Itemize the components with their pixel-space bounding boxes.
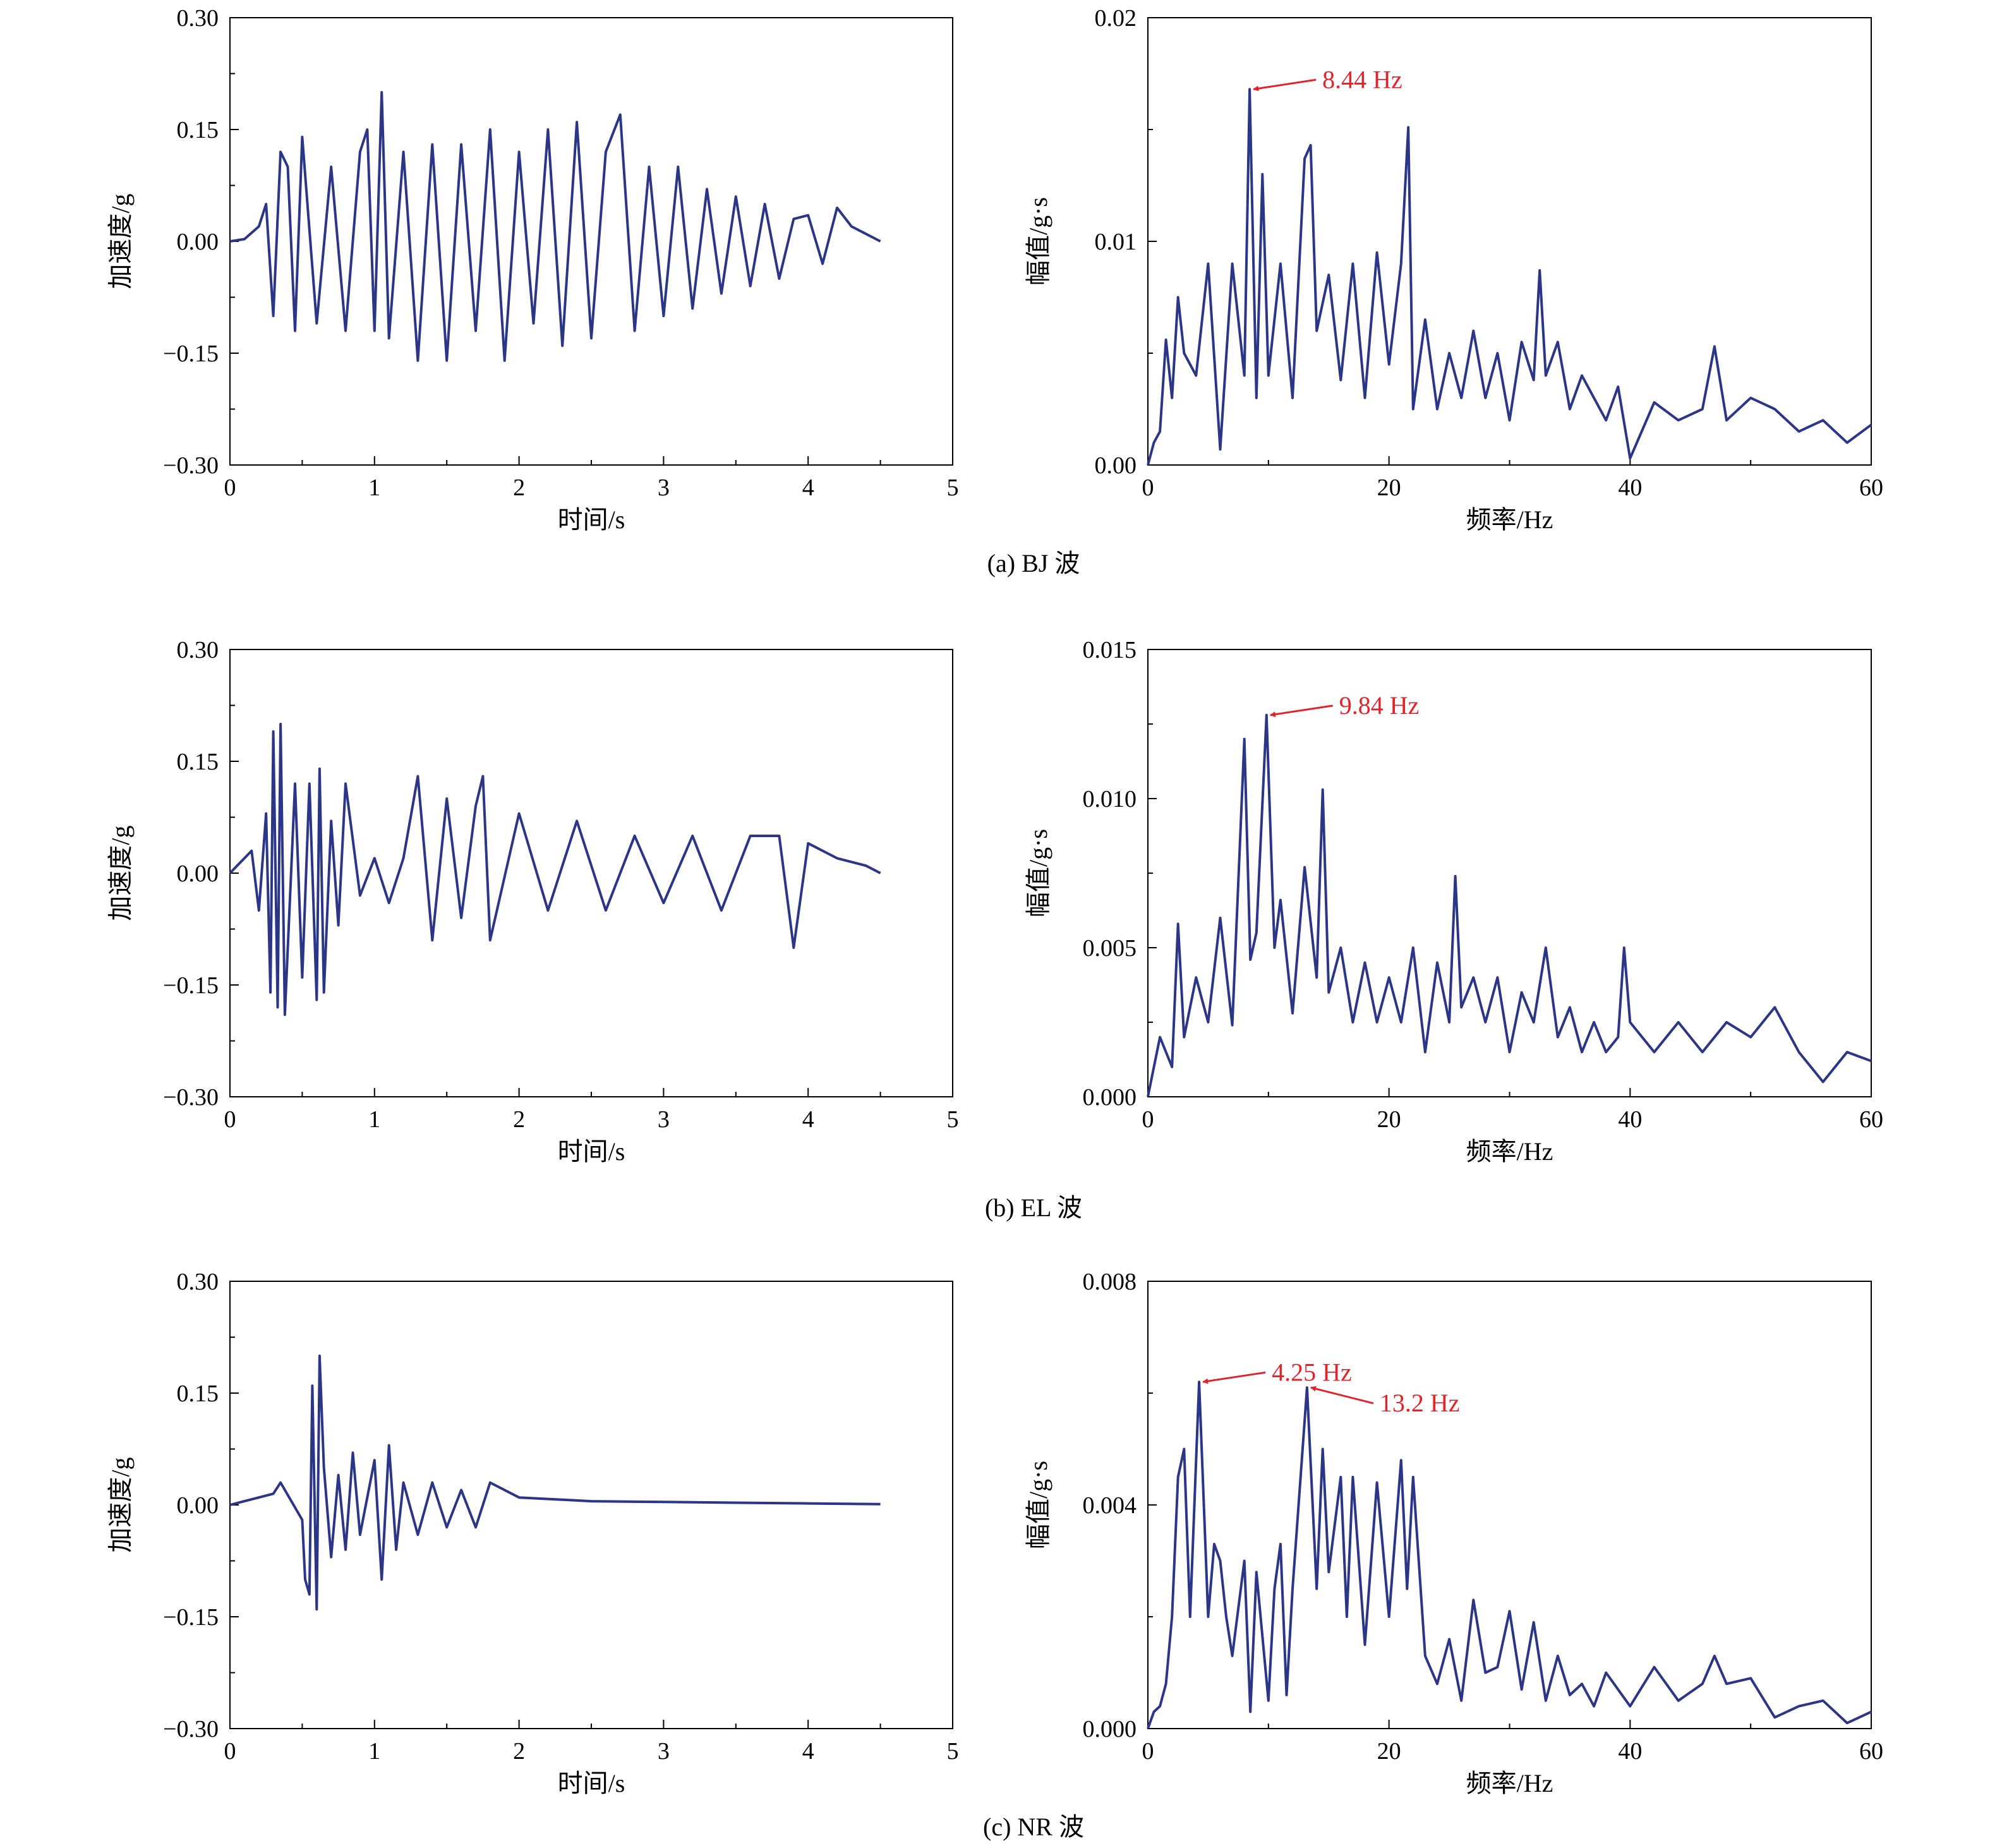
- x-tick-label: 20: [1377, 474, 1401, 501]
- y-tick-label: −0.30: [163, 1084, 219, 1111]
- y-tick-label: 0.00: [177, 861, 219, 887]
- y-axis-label: 幅值/g·s: [1024, 829, 1052, 917]
- x-tick-label: 4: [802, 474, 814, 501]
- x-tick-label: 60: [1859, 474, 1883, 501]
- y-tick-label: 0.01: [1095, 229, 1137, 255]
- plot-frame: [1147, 1281, 1872, 1729]
- y-tick-label: 0.010: [1083, 786, 1137, 812]
- plot-frame: [229, 649, 953, 1097]
- x-tick-label: 3: [658, 1106, 670, 1133]
- x-tick-label: 0: [224, 1738, 236, 1765]
- y-tick-label: 0.02: [1095, 5, 1137, 32]
- y-tick-label: −0.15: [163, 341, 219, 367]
- x-tick-label: 3: [658, 1738, 670, 1765]
- y-tick-label: −0.15: [163, 1604, 219, 1631]
- y-tick-label: 0.15: [177, 117, 219, 143]
- y-tick-label: 0.00: [177, 229, 219, 255]
- freq-panel-1: 0 20 40 60 0.000 0.005 0.010 0.015 频率/Hz 幅值/g·s 9.…: [1024, 637, 1883, 1166]
- annotation-label: 9.84 Hz: [1339, 691, 1420, 720]
- x-tick-label: 0: [1142, 1738, 1154, 1765]
- y-axis-label: 加速度/g: [106, 193, 135, 289]
- annotation-arrow: [1310, 1386, 1374, 1404]
- y-tick-label: −0.30: [163, 452, 219, 479]
- series-line: [229, 91, 881, 362]
- x-tick-label: 4: [802, 1738, 814, 1765]
- x-tick-label: 60: [1859, 1738, 1883, 1765]
- x-tick-label: 0: [224, 474, 236, 501]
- x-tick-label: 0: [1142, 474, 1154, 501]
- y-axis-label: 幅值/g·s: [1024, 197, 1052, 286]
- annotation-arrow: [1269, 704, 1334, 718]
- annotation-arrow: [1202, 1371, 1266, 1384]
- x-axis-label: 频率/Hz: [1466, 1769, 1553, 1797]
- x-tick-label: 5: [947, 1106, 959, 1133]
- y-tick-label: −0.30: [163, 1716, 219, 1742]
- x-tick-label: 60: [1859, 1106, 1883, 1133]
- y-tick-label: 0.008: [1083, 1269, 1137, 1295]
- series-line: [1147, 88, 1872, 466]
- y-tick-label: 0.004: [1083, 1492, 1137, 1519]
- series-line: [229, 1355, 881, 1611]
- series-line: [229, 723, 881, 1017]
- panel-caption: (b) EL 波: [985, 1193, 1082, 1222]
- x-axis-label: 时间/s: [558, 1137, 625, 1166]
- freq-panel-2: 0 20 40 60 0.000 0.004 0.008 频率/Hz 幅值/g·s 4.25 Hz…: [1024, 1269, 1883, 1797]
- x-tick-label: 1: [368, 474, 380, 501]
- x-tick-label: 5: [947, 474, 959, 501]
- x-tick-label: 0: [1142, 1106, 1154, 1133]
- time-panel-1: 0 1 2 3 4 5 −0.30 −0.15 0.00 0.15 0.30 时间/s 加速度/g: [106, 637, 959, 1166]
- annotation-label: 8.44 Hz: [1322, 65, 1402, 94]
- y-tick-label: 0.15: [177, 1380, 219, 1407]
- y-tick-label: 0.00: [1095, 452, 1137, 479]
- plot-frame: [1147, 649, 1872, 1097]
- annotation-label: 4.25 Hz: [1272, 1358, 1352, 1386]
- x-axis-label: 频率/Hz: [1466, 505, 1553, 534]
- y-tick-label: 0.005: [1083, 935, 1137, 962]
- x-tick-label: 2: [513, 1738, 525, 1765]
- series-line: [1147, 1380, 1872, 1729]
- y-tick-label: 0.00: [177, 1492, 219, 1519]
- x-tick-label: 40: [1618, 1106, 1642, 1133]
- x-tick-label: 40: [1618, 474, 1642, 501]
- y-axis-label: 幅值/g·s: [1024, 1461, 1052, 1549]
- x-tick-label: 5: [947, 1738, 959, 1765]
- y-tick-label: 0.30: [177, 637, 219, 663]
- y-axis-label: 加速度/g: [106, 825, 135, 921]
- x-tick-label: 4: [802, 1106, 814, 1133]
- x-tick-label: 1: [368, 1738, 380, 1765]
- y-tick-label: 0.30: [177, 5, 219, 32]
- y-tick-label: 0.000: [1083, 1716, 1137, 1742]
- x-tick-label: 20: [1377, 1738, 1401, 1765]
- x-tick-label: 40: [1618, 1738, 1642, 1765]
- x-tick-label: 2: [513, 1106, 525, 1133]
- panel-caption: (a) BJ 波: [987, 549, 1080, 577]
- x-tick-label: 0: [224, 1106, 236, 1133]
- x-tick-label: 20: [1377, 1106, 1401, 1133]
- annotation-arrow: [1253, 78, 1317, 92]
- x-axis-label: 频率/Hz: [1466, 1137, 1553, 1166]
- time-panel-0: 0 1 2 3 4 5 −0.30 −0.15 0.00 0.15 0.30 时间/s 加速度/g: [106, 5, 959, 534]
- x-tick-label: 2: [513, 474, 525, 501]
- x-tick-label: 1: [368, 1106, 380, 1133]
- y-tick-label: 0.015: [1083, 637, 1137, 663]
- y-tick-label: 0.30: [177, 1269, 219, 1295]
- annotation-label: 13.2 Hz: [1380, 1389, 1460, 1417]
- x-axis-label: 时间/s: [558, 505, 625, 534]
- series-line: [1147, 713, 1872, 1097]
- x-tick-label: 3: [658, 474, 670, 501]
- freq-panel-0: 0 20 40 60 0.00 0.01 0.02 频率/Hz 幅值/g·s 8.44 Hz: [1024, 5, 1883, 534]
- y-tick-label: 0.000: [1083, 1084, 1137, 1111]
- y-axis-label: 加速度/g: [106, 1457, 135, 1552]
- y-tick-label: −0.15: [163, 972, 219, 999]
- x-axis-label: 时间/s: [558, 1769, 625, 1797]
- panel-caption: (c) NR 波: [983, 1813, 1084, 1841]
- time-panel-2: 0 1 2 3 4 5 −0.30 −0.15 0.00 0.15 0.30 时间/s 加速度/g: [106, 1269, 959, 1797]
- y-tick-label: 0.15: [177, 749, 219, 775]
